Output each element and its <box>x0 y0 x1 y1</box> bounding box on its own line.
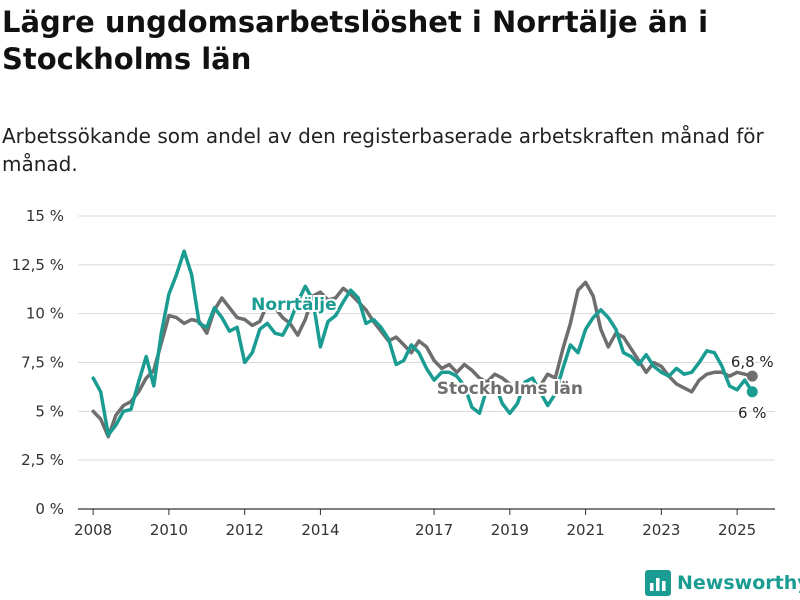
bar-chart-logo-icon <box>645 570 671 596</box>
series-name-label: Norrtälje <box>251 295 336 315</box>
y-tick-label: 2,5 % <box>21 451 64 469</box>
x-tick-label: 2025 <box>718 521 756 539</box>
x-tick-label: 2017 <box>415 521 453 539</box>
x-tick-label: 2008 <box>74 521 112 539</box>
y-tick-label: 0 % <box>35 500 64 518</box>
y-tick-label: 5 % <box>35 402 64 420</box>
chart-title: Lägre ungdomsarbetslöshet i Norrtälje än… <box>2 5 709 76</box>
y-tick-label: 12,5 % <box>12 256 64 274</box>
x-axis-ticks: 2008 2010 2012 2014 2017 2019 2021 2023 2025 <box>74 509 756 539</box>
series-lines <box>91 249 758 439</box>
series-name-label: Stockholms län <box>437 379 583 399</box>
series-line-norrtalje <box>91 249 755 437</box>
series-line-stockholms-lan <box>91 280 755 439</box>
brand-name: Newsworthy <box>677 572 800 594</box>
y-axis-ticks: 0 % 2,5 % 5 % 7,5 % 10 % 12,5 % 15 % <box>12 207 64 518</box>
series-end-point <box>746 370 758 382</box>
x-tick-label: 2021 <box>567 521 605 539</box>
x-tick-label: 2023 <box>642 521 680 539</box>
x-tick-label: 2010 <box>150 521 188 539</box>
y-tick-label: 10 % <box>26 305 64 323</box>
x-tick-label: 2014 <box>301 521 339 539</box>
y-tick-label: 7,5 % <box>21 354 64 372</box>
chart-subtitle: Arbetssökande som andel av den registerb… <box>2 124 764 176</box>
gridlines <box>78 215 775 510</box>
y-tick-label: 15 % <box>26 207 64 225</box>
end-value-label: 6,8 % <box>731 353 774 371</box>
x-tick-label: 2012 <box>226 521 264 539</box>
end-value-label: 6 % <box>738 404 767 422</box>
series-end-point <box>746 386 758 398</box>
line-chart: 0 %2,5 %5 %7,5 %10 %12,5 %15 % 2008 2010 2… <box>12 207 776 539</box>
series-labels: Norrtälje Stockholms län 6,8 % 6 % <box>249 293 775 424</box>
brand-logo: Newsworthy <box>645 568 800 598</box>
x-tick-label: 2019 <box>491 521 529 539</box>
